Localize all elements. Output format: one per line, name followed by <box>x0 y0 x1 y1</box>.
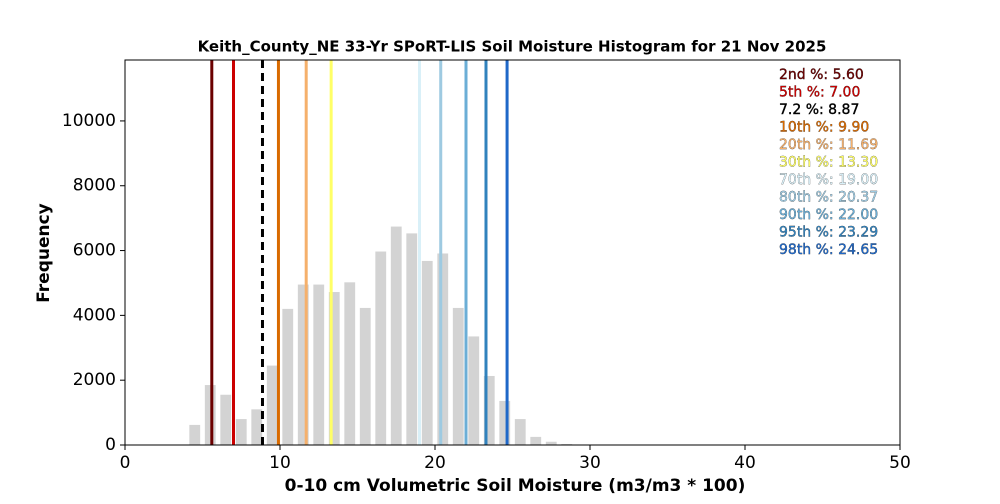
x-tick-label: 40 <box>734 453 756 473</box>
x-tick-label: 0 <box>120 453 131 473</box>
legend-text: 7.2 %: 8.87 <box>779 102 859 118</box>
x-tick-label: 20 <box>424 453 446 473</box>
x-tick-label: 10 <box>269 453 291 473</box>
legend-text: 80th %: 20.37 <box>779 190 878 206</box>
bar <box>468 336 480 445</box>
x-tick-label: 30 <box>579 453 601 473</box>
bar <box>344 282 356 445</box>
bar <box>499 400 511 445</box>
bar <box>220 394 232 445</box>
bar <box>530 436 542 445</box>
bar <box>375 251 387 445</box>
bar <box>437 253 449 445</box>
bar <box>328 292 340 445</box>
legend-text: 70th %: 19.00 <box>779 172 878 188</box>
y-tick-label: 4000 <box>73 305 116 325</box>
bar <box>545 441 557 445</box>
legend-text: 95th %: 23.29 <box>779 225 878 241</box>
bar <box>359 307 371 445</box>
bar <box>483 375 495 445</box>
y-tick-label: 0 <box>105 435 116 455</box>
bar <box>406 233 418 445</box>
bar <box>297 284 309 445</box>
bar <box>421 260 433 445</box>
bar <box>266 365 278 445</box>
y-tick-label: 2000 <box>73 370 116 390</box>
y-tick-label: 6000 <box>73 241 116 261</box>
legend-text: 5th %: 7.00 <box>779 85 860 101</box>
bar <box>313 284 325 445</box>
bar <box>204 385 216 445</box>
x-axis-label: 0-10 cm Volumetric Soil Moisture (m3/m3 … <box>285 476 746 496</box>
bar <box>452 307 464 445</box>
legend-text: 90th %: 22.00 <box>779 207 878 223</box>
legend-text: 98th %: 24.65 <box>779 242 878 258</box>
bar <box>235 419 247 445</box>
y-tick-label: 8000 <box>73 176 116 196</box>
bar <box>251 409 263 445</box>
legend-text: 10th %: 9.90 <box>779 120 869 136</box>
legend-text: 30th %: 13.30 <box>779 155 878 171</box>
legend-text: 20th %: 11.69 <box>779 137 878 153</box>
chart-title: Keith_County_NE 33-Yr SPoRT-LIS Soil Moi… <box>198 38 827 56</box>
bar <box>189 424 201 445</box>
bar <box>282 308 294 445</box>
y-axis-label: Frequency <box>34 203 54 303</box>
x-tick-label: 50 <box>889 453 911 473</box>
legend-text: 2nd %: 5.60 <box>779 67 864 83</box>
bar <box>514 419 526 445</box>
y-tick-label: 10000 <box>62 111 116 131</box>
bar <box>390 226 402 445</box>
plot-frame <box>124 59 901 446</box>
